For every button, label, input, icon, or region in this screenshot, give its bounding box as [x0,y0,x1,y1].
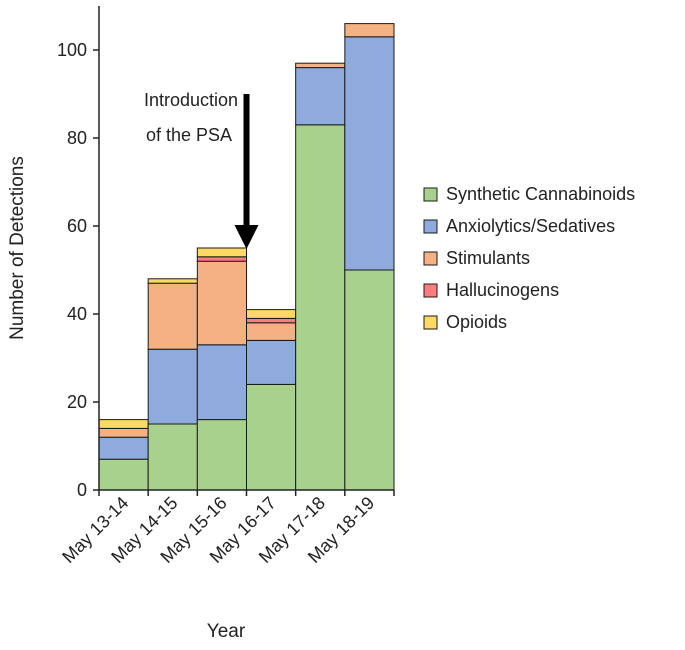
y-tick-label-20: 20 [67,392,87,412]
bar-may-17-18-stimulants [295,62,346,69]
x-axis-title: Year [207,621,246,642]
legend: Synthetic Cannabinoids Anxiolytics/Sedati… [423,184,635,332]
legend-swatch-synthetic-cannabinoids [423,187,438,202]
y-tick-label-80: 80 [67,128,87,148]
bar-may-14-15-opioids [147,278,198,284]
bar-may-16-17-stimulants [246,322,297,341]
bar-may-13-14-opioids [98,419,149,429]
bar-may-15-16-anxiolytics-sedatives [196,344,247,421]
bar-may-18-19-stimulants [344,23,395,38]
legend-swatch-hallucinogens [423,283,438,298]
bar-may-14-15-stimulants [147,282,198,350]
legend-swatch-anxiolytics-sedatives [423,219,438,234]
bar-may-13-14-synthetic-cannabinoids [98,458,149,491]
bar-may-16-17-hallucinogens [246,317,297,324]
y-tick-label-100: 100 [57,40,87,60]
annotation-line-2: of the PSA [146,125,232,145]
y-tick-label-40: 40 [67,304,87,324]
y-tick-label-0: 0 [77,480,87,500]
bar-may-16-17-opioids [246,309,297,319]
bar-may-17-18-synthetic-cannabinoids [295,124,346,491]
bar-may-18-19-anxiolytics-sedatives [344,36,395,271]
bar-may-15-16-synthetic-cannabinoids [196,419,247,491]
bar-may-14-15-anxiolytics-sedatives [147,348,198,425]
plot-area [98,23,395,491]
bar-may-16-17-synthetic-cannabinoids [246,383,297,491]
legend-label-stimulants: Stimulants [446,248,530,268]
bar-may-18-19-synthetic-cannabinoids [344,269,395,491]
y-tick-label-60: 60 [67,216,87,236]
annotation: Introduction of the PSA [144,90,259,249]
legend-label-synthetic-cannabinoids: Synthetic Cannabinoids [446,184,635,204]
legend-swatch-opioids [423,315,438,330]
legend-label-opioids: Opioids [446,312,507,332]
y-axis-title: Number of Detections [7,156,28,340]
legend-label-hallucinogens: Hallucinogens [446,280,559,300]
annotation-line-1: Introduction [144,90,238,110]
legend-swatch-stimulants [423,251,438,266]
bar-may-15-16-hallucinogens [196,256,247,262]
bar-may-13-14-anxiolytics-sedatives [98,436,149,460]
bar-may-16-17-anxiolytics-sedatives [246,339,297,385]
bar-may-14-15-synthetic-cannabinoids [147,423,198,491]
bar-may-15-16-opioids [196,247,247,258]
bar-may-17-18-anxiolytics-sedatives [295,67,346,126]
bar-may-15-16-stimulants [196,260,247,346]
legend-label-anxiolytics-sedatives: Anxiolytics/Sedatives [446,216,615,236]
annotation-arrow-head [234,225,259,249]
bar-may-13-14-stimulants [98,427,149,438]
